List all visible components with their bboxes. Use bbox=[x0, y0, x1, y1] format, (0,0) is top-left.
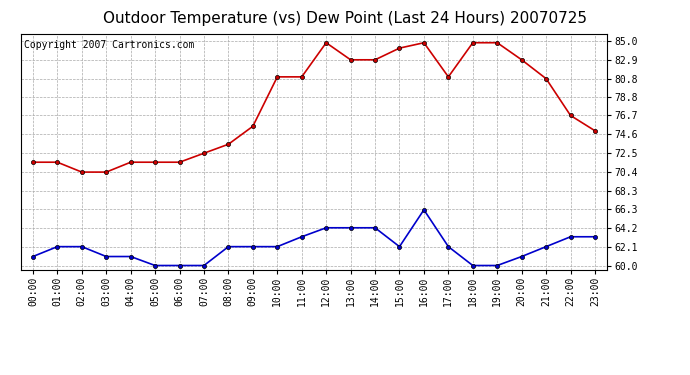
Text: Copyright 2007 Cartronics.com: Copyright 2007 Cartronics.com bbox=[23, 40, 194, 50]
Text: Outdoor Temperature (vs) Dew Point (Last 24 Hours) 20070725: Outdoor Temperature (vs) Dew Point (Last… bbox=[103, 11, 587, 26]
